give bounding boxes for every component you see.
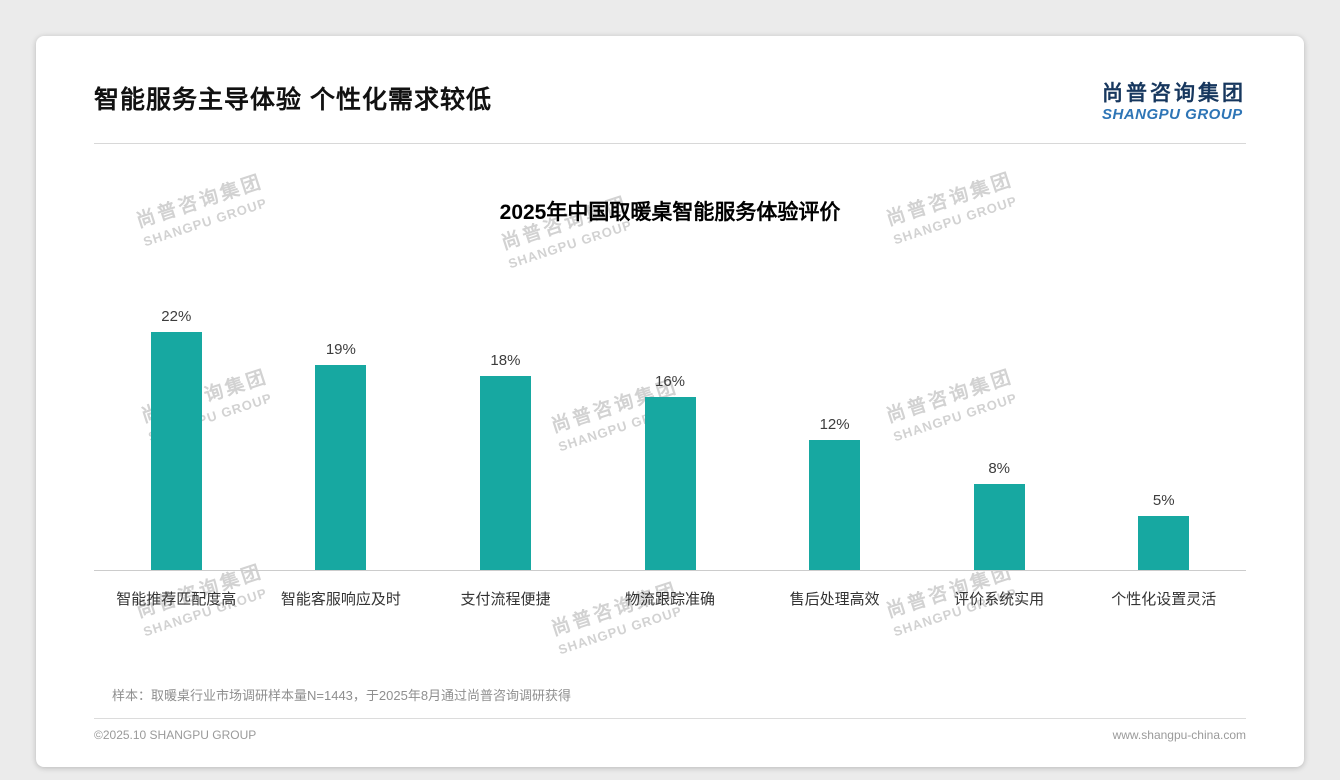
chart-title: 2025年中国取暖桌智能服务体验评价 bbox=[499, 201, 841, 225]
bar-column: 22% bbox=[94, 260, 259, 571]
footer-divider bbox=[94, 718, 1246, 719]
header: 智能服务主导体验 个性化需求较低 尚普咨询集团 SHANGPU GROUP bbox=[94, 36, 1246, 123]
bar-chart-category-labels: 智能推荐匹配度高 智能客服响应及时 支付流程便捷 物流跟踪准确 售后处理高效 评价系统实用… bbox=[94, 571, 1246, 609]
company-logo: 尚普咨询集团 SHANGPU GROUP bbox=[1102, 80, 1246, 123]
bar bbox=[973, 484, 1025, 571]
bar-value-label: 16% bbox=[655, 373, 686, 391]
logo-chinese-text: 尚普咨询集团 bbox=[1102, 82, 1246, 105]
bar-category-label: 物流跟踪准确 bbox=[625, 591, 716, 609]
footer: ©2025.10 SHANGPU GROUP www.shangpu-china… bbox=[94, 719, 1246, 742]
bar-chart-plot-area: 22% 19% 18% 16% 12% 8% 5% bbox=[94, 260, 1246, 572]
bar bbox=[479, 376, 531, 571]
footer-website: www.shangpu-china.com bbox=[1112, 728, 1246, 742]
header-divider bbox=[94, 143, 1246, 145]
bar-value-label: 22% bbox=[161, 308, 192, 326]
bar-value-label: 12% bbox=[819, 416, 850, 434]
logo-english-text: SHANGPU GROUP bbox=[1102, 106, 1243, 124]
sample-footnote: 样本：取暖桌行业市场调研样本量N=1443，于2025年8月通过尚普咨询调研获得 bbox=[112, 688, 572, 703]
bar-value-label: 19% bbox=[325, 341, 356, 359]
bar-column: 8% bbox=[917, 260, 1082, 571]
bar-column: 12% bbox=[752, 260, 917, 571]
slide-content: 智能服务主导体验 个性化需求较低 尚普咨询集团 SHANGPU GROUP 20… bbox=[36, 36, 1304, 767]
bar-value-label: 5% bbox=[1152, 492, 1175, 510]
bar-category-label: 评价系统实用 bbox=[954, 591, 1045, 609]
bar bbox=[644, 397, 696, 571]
bar bbox=[1138, 516, 1190, 571]
bar-column: 18% bbox=[423, 260, 588, 571]
bar-column: 19% bbox=[259, 260, 424, 571]
page-title: 智能服务主导体验 个性化需求较低 bbox=[94, 86, 492, 114]
bar-column: 16% bbox=[588, 260, 753, 571]
bar-category-label: 售后处理高效 bbox=[789, 591, 880, 609]
slide-card: 尚普咨询集团 SHANGPU GROUP 尚普咨询集团 SHANGPU GROUP 尚普… bbox=[36, 36, 1304, 767]
bar-category-label: 智能推荐匹配度高 bbox=[116, 591, 237, 609]
bar-value-label: 18% bbox=[490, 352, 521, 370]
bar-category-label: 个性化设置灵活 bbox=[1111, 591, 1217, 609]
bar bbox=[315, 365, 367, 571]
footer-copyright: ©2025.10 SHANGPU GROUP bbox=[94, 728, 257, 742]
bar bbox=[809, 440, 861, 571]
bar bbox=[150, 332, 202, 571]
bar-column: 5% bbox=[1081, 260, 1246, 571]
bar-category-label: 支付流程便捷 bbox=[460, 591, 551, 609]
bar-category-label: 智能客服响应及时 bbox=[280, 591, 401, 609]
bar-value-label: 8% bbox=[988, 460, 1011, 478]
slide-bottom: 样本：取暖桌行业市场调研样本量N=1443，于2025年8月通过尚普咨询调研获得… bbox=[94, 685, 1246, 767]
